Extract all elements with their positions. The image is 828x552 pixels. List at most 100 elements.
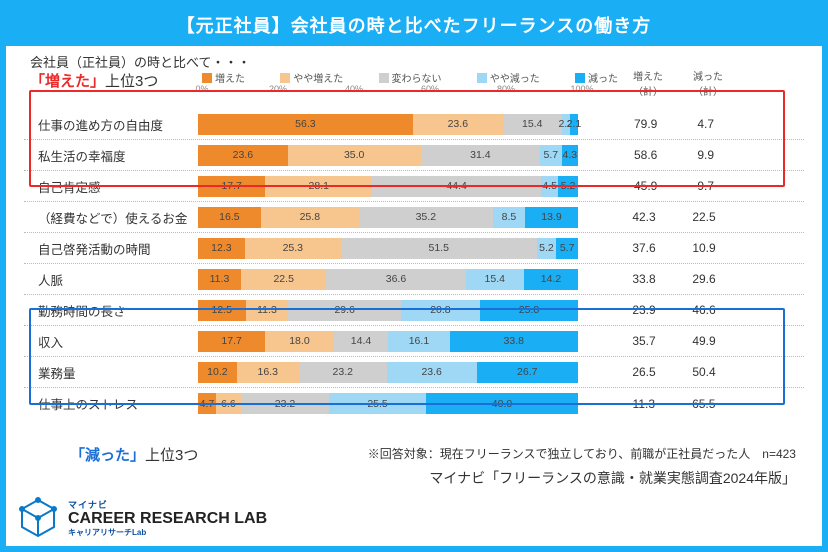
- totals-header-inc: 増えた （計）: [623, 68, 673, 98]
- table-row: 収入17.718.014.416.133.835.749.9: [24, 326, 804, 357]
- total-inc: 37.6: [632, 241, 655, 255]
- cube-icon: [16, 496, 60, 540]
- axis-tick: 100%: [570, 84, 593, 94]
- bar-segment: 11.3: [198, 269, 241, 290]
- table-row: 私生活の幸福度23.635.031.45.74.358.69.9: [24, 140, 804, 171]
- bar-segment: 13.9: [525, 207, 578, 228]
- table-row: 人脈11.322.536.615.414.2 33.829.6: [24, 264, 804, 295]
- bar-segment: 20.8: [401, 300, 480, 321]
- bar-segment: 12.3: [198, 238, 245, 259]
- row-label: 仕事上のストレス: [24, 394, 198, 413]
- bar-segment: 6.6: [216, 393, 241, 414]
- row-label: （経費などで）使えるお金: [24, 208, 198, 227]
- logo-sub: キャリアリサーチLab: [68, 527, 267, 538]
- row-totals: 37.6 10.9: [614, 241, 734, 255]
- table-row: 自己啓発活動の時間12.325.351.55.25.7 37.6 10.9: [24, 233, 804, 264]
- axis-tick: 80%: [497, 84, 515, 94]
- bar-segment: 4.7: [198, 393, 216, 414]
- legend-swatch: [202, 73, 212, 83]
- bar-segment: 36.6: [326, 269, 465, 290]
- chart-content: 会社員（正社員）の時と比べて・・・ 「増えた」上位3つ 増えたやや増えた変わらな…: [6, 46, 822, 419]
- bar-segment: 10.2: [198, 362, 237, 383]
- bar-segment: 23.6: [387, 362, 477, 383]
- total-inc: 42.3: [632, 210, 655, 224]
- bar-segment: 17.7: [198, 331, 265, 352]
- total-inc: 35.7: [632, 334, 655, 348]
- bar-segment: 23.6: [198, 145, 288, 166]
- total-inc: 23.9: [632, 303, 655, 317]
- bar-segment: 17.7: [198, 176, 265, 197]
- bar-segment: 15.4: [503, 114, 562, 135]
- bar-segment: 51.5: [341, 238, 537, 259]
- row-totals: 26.550.4: [614, 365, 734, 379]
- total-dec: 46.6: [692, 303, 715, 317]
- bar-segment: 23.2: [241, 393, 329, 414]
- row-label: 仕事の進め方の自由度: [24, 115, 198, 134]
- total-dec: 9.7: [697, 179, 714, 193]
- bar-segment: 5.7: [540, 145, 562, 166]
- table-row: 仕事上のストレス4.76.623.225.540.011.365.5: [24, 388, 804, 419]
- bar-segment: 33.8: [450, 331, 578, 352]
- legend-label: やや減った: [490, 70, 540, 85]
- bar-segment: 4.5: [541, 176, 558, 197]
- row-totals: 45.9 9.7: [614, 179, 734, 193]
- axis-tick: 0%: [195, 84, 208, 94]
- top3-suffix: 上位3つ: [105, 73, 158, 90]
- data-table: 仕事の進め方の自由度56.323.615.42.22.179.94.7私生活の幸…: [24, 109, 804, 419]
- stacked-bar: 23.635.031.45.74.3: [198, 145, 578, 166]
- row-totals: 79.94.7: [614, 117, 734, 131]
- row-totals: 23.9 46.6: [614, 303, 734, 317]
- total-dec: 9.9: [697, 148, 714, 162]
- total-dec: 4.7: [697, 117, 714, 131]
- bar-segment: 29.6: [288, 300, 400, 321]
- table-row: 業務量10.216.323.223.626.726.550.4: [24, 357, 804, 388]
- legend-label: やや増えた: [293, 70, 343, 85]
- legend-label: 減った: [588, 70, 618, 85]
- bar-segment: 28.1: [265, 176, 372, 197]
- bar-segment: 5.7: [556, 238, 578, 259]
- stacked-bar: 17.728.144.44.55.2: [198, 176, 578, 197]
- total-inc: 45.9: [634, 179, 657, 193]
- totals-header-dec: 減った （計）: [683, 68, 733, 98]
- legend-item: 変わらない: [379, 70, 442, 85]
- total-dec: 22.5: [692, 210, 715, 224]
- bar-segment: 16.1: [388, 331, 449, 352]
- bar-segment: 31.4: [421, 145, 540, 166]
- bar-segment: 56.3: [198, 114, 413, 135]
- row-totals: 33.829.6: [614, 272, 734, 286]
- table-row: 勤務時間の長さ12.511.329.620.825.823.946.6: [24, 295, 804, 326]
- legend-label: 変わらない: [392, 70, 442, 85]
- total-inc: 11.3: [633, 397, 655, 411]
- bot3-suffix: 上位3つ: [145, 447, 198, 464]
- total-dec: 49.9: [692, 334, 715, 348]
- stacked-bar: 12.511.329.620.825.8: [198, 300, 578, 321]
- stacked-bar: 11.322.536.615.414.2: [198, 269, 578, 290]
- total-inc: 58.6: [634, 148, 657, 162]
- bar-segment: 14.4: [334, 331, 389, 352]
- total-inc: 26.5: [632, 365, 655, 379]
- stacked-bar: 16.525.835.28.513.9: [198, 207, 578, 228]
- row-label: 自己啓発活動の時間: [24, 239, 198, 258]
- table-row: 仕事の進め方の自由度56.323.615.42.22.1 79.94.7: [24, 109, 804, 140]
- bar-segment: 18.0: [265, 331, 333, 352]
- bar-segment: 15.4: [466, 269, 525, 290]
- total-dec: 65.5: [692, 397, 715, 411]
- total-dec: 10.9: [692, 241, 715, 255]
- chart-title: 【元正社員】会社員の時と比べたフリーランスの働き方: [6, 6, 822, 46]
- bar-segment: 25.8: [480, 300, 578, 321]
- footnote-line1: ※回答対象：現在フリーランスで独立しており、前職が正社員だった人 n=423: [368, 444, 796, 466]
- footnote: ※回答対象：現在フリーランスで独立しており、前職が正社員だった人 n=423 マ…: [368, 444, 796, 491]
- legend-item: 減った: [575, 70, 618, 85]
- stacked-bar: 56.323.615.42.22.1: [198, 114, 578, 135]
- x-axis: 0%20%40%60%80%100%: [202, 84, 582, 94]
- bar-segment: 2.1: [570, 114, 578, 135]
- stacked-bar: 12.325.351.55.25.7: [198, 238, 578, 259]
- axis-tick: 60%: [421, 84, 439, 94]
- row-label: 人脈: [24, 270, 198, 289]
- logo-main: CAREER RESEARCH LAB: [68, 511, 267, 527]
- bar-segment: 25.5: [329, 393, 426, 414]
- bar-segment: 23.6: [413, 114, 503, 135]
- table-row: 自己肯定感17.728.144.44.55.245.99.7: [24, 171, 804, 202]
- legend-label: 増えた: [215, 70, 245, 85]
- totals-header: 増えた （計） 減った （計）: [618, 68, 738, 98]
